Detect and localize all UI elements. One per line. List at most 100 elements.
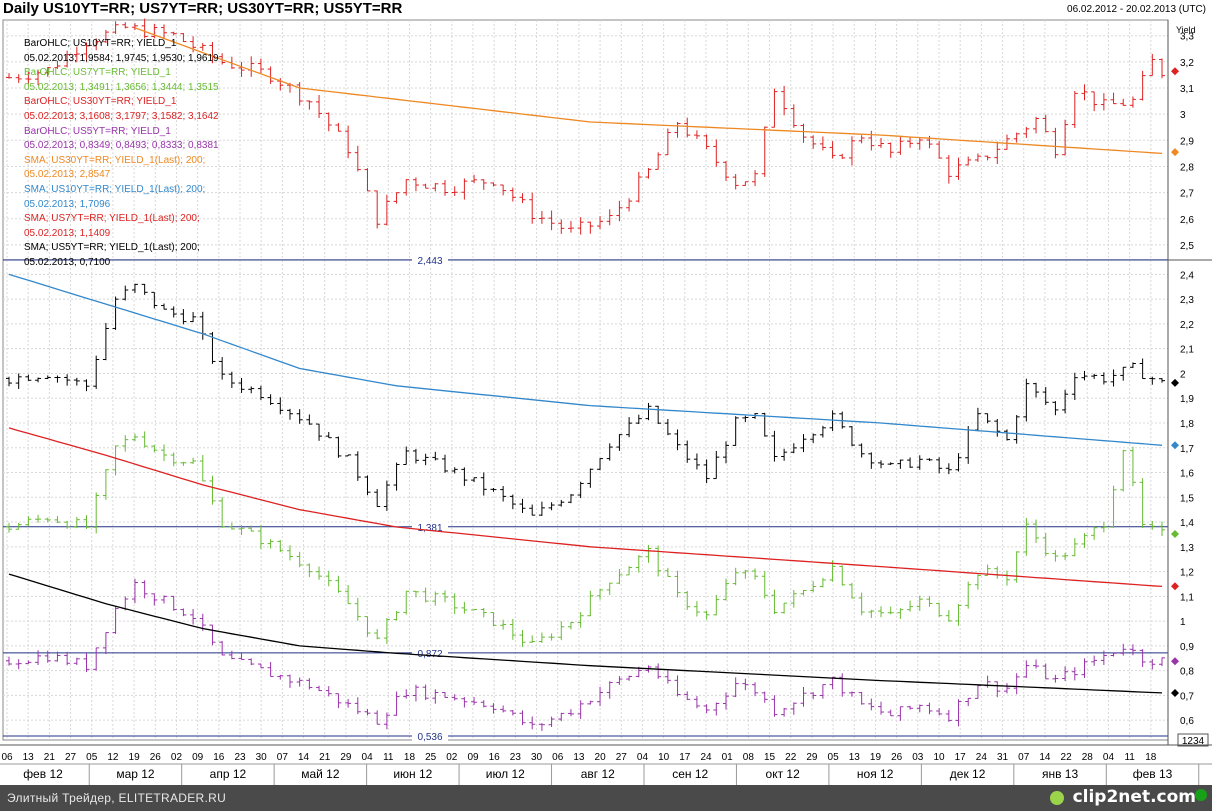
- clip2net-logo-icon: [1050, 791, 1064, 805]
- last-value-marker: [1171, 688, 1179, 697]
- x-tick-label: 13: [849, 752, 861, 763]
- x-tick-label: 21: [44, 752, 56, 763]
- x-tick-label: 22: [1061, 752, 1073, 763]
- x-tick-label: 26: [150, 752, 162, 763]
- y-tick-label: 1,4: [1180, 518, 1194, 529]
- y-tick-label: 1,1: [1180, 592, 1194, 603]
- sma-line: [8, 427, 1163, 588]
- x-tick-label: 09: [467, 752, 479, 763]
- date-range: 06.02.2012 - 20.02.2013 (UTC): [1067, 4, 1206, 15]
- footer-brand: clip2net.com: [1072, 787, 1196, 807]
- x-tick-label: 31: [997, 752, 1009, 763]
- x-tick-label: 29: [806, 752, 818, 763]
- level-label-bg: [412, 253, 448, 266]
- x-tick-label: 23: [234, 752, 246, 763]
- ohlc-series: [6, 431, 1165, 647]
- x-tick-label: 01: [722, 752, 734, 763]
- legend-entry: SMA; US5YT=RR; YIELD_1(Last); 200;: [24, 242, 200, 254]
- legend-entry: SMA; US7YT=RR; YIELD_1(Last); 200;: [24, 213, 200, 225]
- x-month-label: дек 12: [950, 767, 986, 781]
- legend-entry: 05.02.2013; 2,8547: [24, 169, 111, 181]
- y-tick-label: 2,8: [1180, 162, 1194, 173]
- x-tick-label: 07: [277, 752, 289, 763]
- y-tick-label: 3,3: [1180, 32, 1194, 43]
- x-tick-label: 13: [23, 752, 35, 763]
- x-tick-label: 09: [192, 752, 204, 763]
- y-tick-label: 0,9: [1180, 642, 1194, 653]
- x-month-label: ноя 12: [857, 767, 894, 781]
- x-tick-label: 16: [213, 752, 225, 763]
- x-month-label: окт 12: [766, 767, 801, 781]
- x-tick-label: 23: [510, 752, 522, 763]
- y-tick-label: 2,9: [1180, 136, 1194, 147]
- last-value-marker: [1171, 378, 1179, 387]
- legend-entry: 05.02.2013; 0,8349; 0,8493; 0,8333; 0,83…: [24, 140, 219, 152]
- level-label-bg: [412, 730, 448, 743]
- y-tick-label: 2,4: [1180, 270, 1194, 281]
- x-tick-label: 12: [107, 752, 119, 763]
- x-month-label: апр 12: [210, 767, 247, 781]
- x-tick-label: 27: [616, 752, 628, 763]
- y-tick-label: 1,8: [1180, 419, 1194, 430]
- status-indicator-icon: [1195, 789, 1207, 801]
- y-tick-label: 2: [1180, 369, 1186, 380]
- y-tick-label: 2,2: [1180, 320, 1194, 331]
- x-tick-label: 04: [637, 752, 649, 763]
- y-tick-label: 3,1: [1180, 84, 1194, 95]
- y-tick-label: 1,3: [1180, 543, 1194, 554]
- x-month-label: май 12: [301, 767, 340, 781]
- x-tick-label: 19: [870, 752, 882, 763]
- y-tick-label: 2,1: [1180, 345, 1194, 356]
- y-tick-label: 1,5: [1180, 493, 1194, 504]
- legend-entry: BarOHLC; US10YT=RR; YIELD_1: [24, 38, 177, 49]
- x-tick-label: 17: [955, 752, 967, 763]
- corner-label: 1234: [1182, 736, 1205, 747]
- legend-entry: BarOHLC; US30YT=RR; YIELD_1: [24, 96, 177, 108]
- x-month-label: авг 12: [581, 767, 615, 781]
- x-tick-label: 11: [1124, 752, 1135, 763]
- x-tick-label: 07: [1018, 752, 1030, 763]
- y-tick-label: 3,2: [1180, 58, 1194, 69]
- y-axis-label: Yield: [1176, 25, 1196, 35]
- sma-line: [134, 27, 1163, 155]
- x-month-label: сен 12: [672, 767, 708, 781]
- ohlc-series: [6, 578, 1165, 731]
- x-tick-label: 25: [425, 752, 437, 763]
- x-tick-label: 30: [256, 752, 268, 763]
- x-tick-label: 02: [446, 752, 458, 763]
- y-tick-label: 1,9: [1180, 394, 1194, 405]
- y-tick-label: 1,7: [1180, 444, 1194, 455]
- legend-entry: 05.02.2013; 0,7100: [24, 256, 111, 268]
- level-label: 0,536: [417, 732, 442, 743]
- x-tick-label: 06: [552, 752, 564, 763]
- legend-entry: 05.02.2013; 1,3491; 1,3656; 1,3444; 1,35…: [24, 81, 219, 93]
- level-label: 0,872: [417, 649, 442, 660]
- x-tick-label: 14: [1039, 752, 1051, 763]
- y-tick-label: 0,8: [1180, 667, 1194, 678]
- legend-entry: BarOHLC; US5YT=RR; YIELD_1: [24, 125, 171, 137]
- x-month-label: июл 12: [486, 767, 525, 781]
- last-value-marker: [1171, 657, 1179, 666]
- last-value-marker: [1171, 148, 1179, 157]
- footer-bar: Элитный Трейдер, ELITETRADER.RU clip2net…: [0, 785, 1212, 811]
- x-tick-label: 21: [319, 752, 331, 763]
- last-value-marker: [1171, 582, 1179, 591]
- x-tick-label: 18: [404, 752, 416, 763]
- x-month-label: янв 13: [1042, 767, 1079, 781]
- x-tick-label: 30: [531, 752, 543, 763]
- y-tick-label: 0,7: [1180, 691, 1194, 702]
- y-tick-label: 3: [1180, 110, 1186, 121]
- x-tick-label: 10: [658, 752, 670, 763]
- x-tick-label: 11: [383, 752, 394, 763]
- y-tick-label: 1,2: [1180, 568, 1194, 579]
- x-month-label: мар 12: [116, 767, 155, 781]
- y-tick-label: 2,7: [1180, 189, 1194, 200]
- x-tick-label: 18: [1145, 752, 1157, 763]
- y-tick-label: 1: [1180, 617, 1186, 628]
- level-label: 1,381: [417, 523, 442, 534]
- x-tick-label: 13: [573, 752, 585, 763]
- x-tick-label: 08: [743, 752, 755, 763]
- legend: BarOHLC; US10YT=RR; YIELD_1 05.02.2013; …: [24, 37, 219, 271]
- y-tick-label: 1,6: [1180, 469, 1194, 480]
